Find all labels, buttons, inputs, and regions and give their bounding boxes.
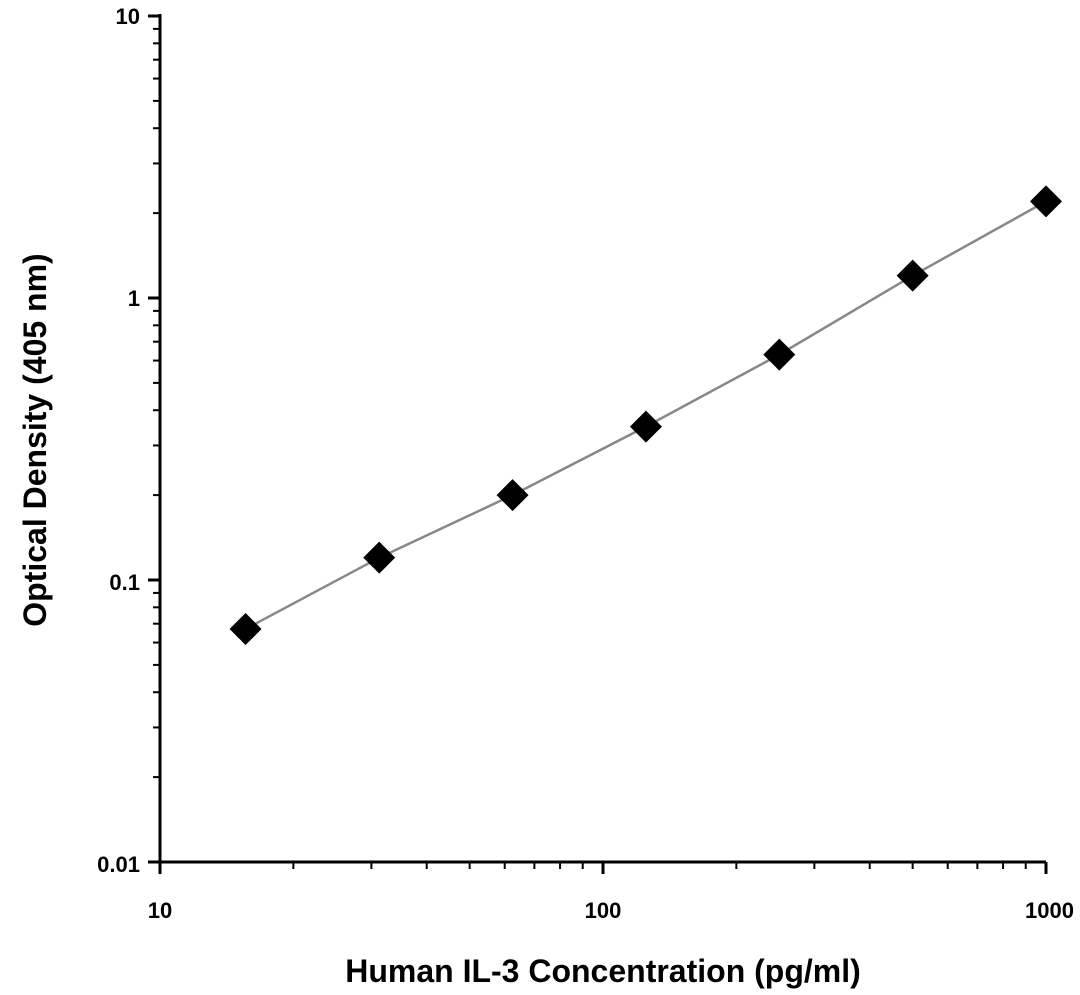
y-tick-label-0.1: 0.1 (109, 570, 140, 595)
y-tick-label-10: 10 (116, 4, 140, 29)
x-tick-label-1000: 1000 (1025, 898, 1074, 923)
data-point (229, 613, 262, 646)
data-point (763, 338, 796, 371)
markers (229, 185, 1062, 646)
major-ticks (148, 14, 1048, 874)
x-tick-label-10: 10 (148, 898, 172, 923)
data-point (363, 541, 396, 574)
x-axis-title: Human IL-3 Concentration (pg/ml) (345, 953, 861, 989)
minor-ticks (153, 27, 1027, 869)
data-point (496, 479, 529, 512)
data-point (629, 410, 662, 443)
data-point (1030, 185, 1062, 218)
data-point (896, 259, 929, 292)
x-tick-label-100: 100 (585, 898, 622, 923)
y-axis-title: Optical Density (405 nm) (17, 253, 53, 626)
y-tick-label-0.01: 0.01 (97, 852, 140, 877)
y-tick-label-1: 1 (128, 286, 140, 311)
